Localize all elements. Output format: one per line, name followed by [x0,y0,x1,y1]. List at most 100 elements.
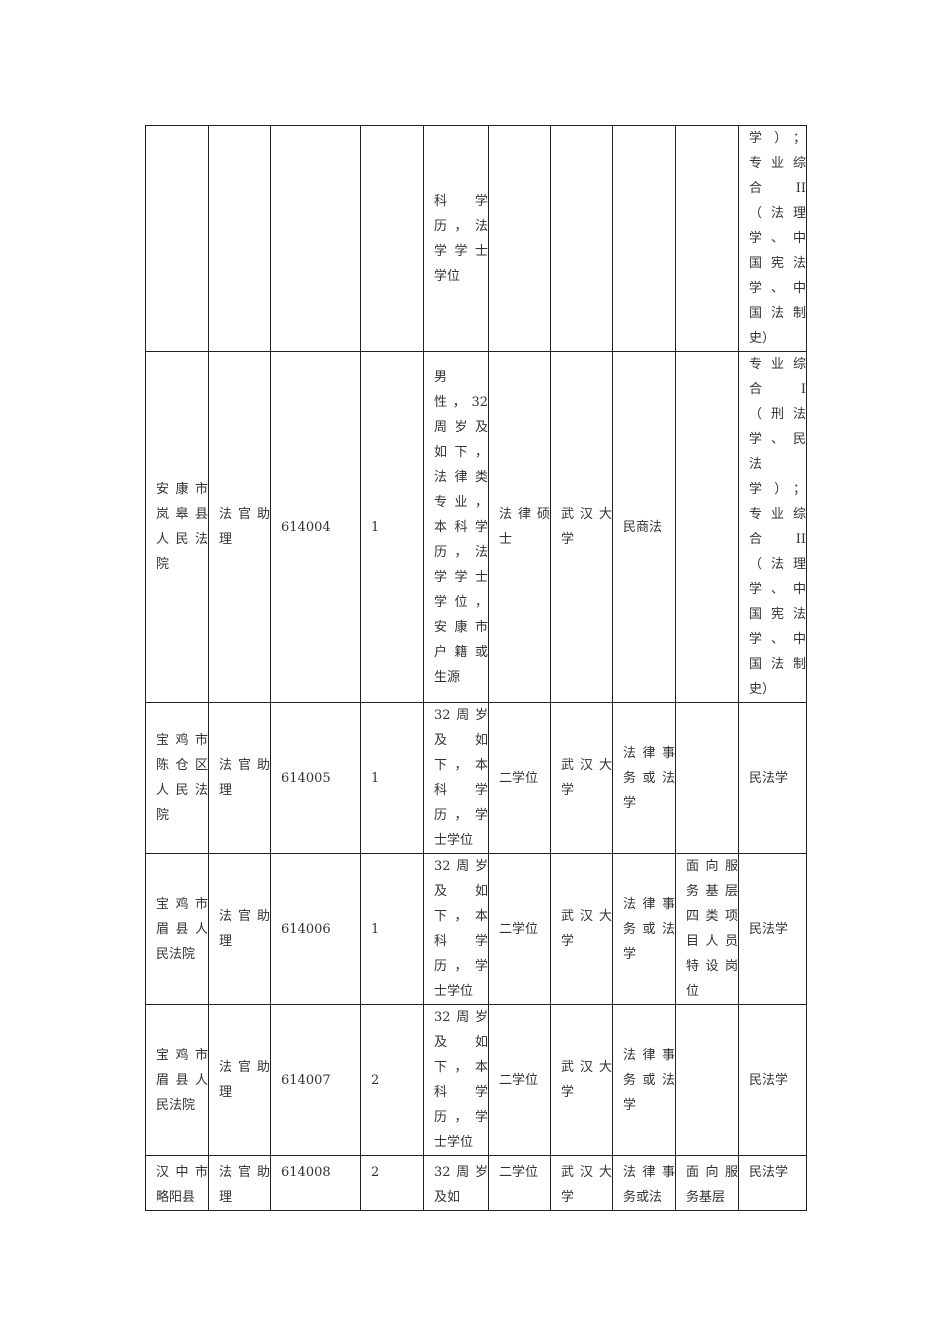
cell-line: 法官助 [219,1165,270,1180]
cell-court: 宝鸡市 陈仓区 人民法院 [145,702,209,854]
cell-line: 目人员 [686,934,738,949]
cell-exam-subjects: 民法学 [738,1004,807,1156]
cell-line: （法理 [749,206,806,221]
cell-line: 法官助 [219,1060,270,1075]
cell-line: 民法学 [749,1165,789,1180]
cell-requirements: 32周岁 及如 [423,1155,489,1211]
cell-line: 32周岁 [434,1165,488,1180]
cell-remarks [675,351,739,703]
cell-major: 法律事 务或法学 [612,853,676,1005]
cell-court: 安康市岚皋县人民法院 [145,351,209,703]
cell-line: 位 [686,984,700,999]
cell-line: 务或法 [623,1190,663,1205]
cell-requirements: 男性，32 周岁及 如下， 法律类 专业， 本科学 历，法 学学士 学位， 安康市 户籍或 生源 [423,351,489,703]
cell-line: 武汉大 [561,1060,612,1075]
cell-line: 合 I [749,382,806,397]
cell-position-code: 614008 [270,1155,361,1211]
cell-line: 民法学 [749,921,789,937]
cell-line: 学、中 [749,231,806,246]
cell-line: 614004 [281,519,331,535]
cell-line: 人民法 [156,532,208,547]
cell-line: 岚皋县 [156,507,208,522]
cell-line: 院 [156,808,170,823]
cell-line: 1 [371,770,380,786]
cell-line: 民法院 [156,1097,196,1113]
cell-line: 科学 [434,1085,488,1100]
cell-line: 院 [156,557,170,572]
cell-line: 士 [499,532,513,547]
cell-line: 特设岗 [686,959,738,974]
cell-remarks: 面向服 务基层 [675,1155,739,1211]
cell-line: 学学士 [434,243,488,259]
cell-line: 2 [371,1072,380,1088]
cell-line: 略阳县 [156,1190,196,1205]
cell-court: 汉中市 略阳县 [145,1155,209,1211]
cell-line: 周岁及 [434,419,488,435]
cell-line: （法理 [749,557,806,572]
cell-line: 士学位 [434,984,474,999]
cell-exam-subjects: 民法学 [738,702,807,854]
cell-position: 法官助理 [208,1004,271,1156]
cell-line: 合 II [749,181,806,196]
cell-line: 性，32 [434,394,488,410]
cell-line: 学）； [749,482,806,497]
cell-line: 学）； [749,131,806,146]
cell-line: 历，学 [434,808,488,823]
cell-remarks: 面向服 务基层 四类项 目人员 特设岗位 [675,853,739,1005]
cell-degree: 二学位 [488,853,551,1005]
cell-line: 武汉大 [561,507,612,522]
cell-line: 学、中 [749,632,806,647]
cell-line: 二学位 [499,1165,539,1180]
cell-line: 务基层 [686,884,738,899]
cell-line: 民商法 [623,519,663,535]
cell-position-code [270,125,361,352]
cell-university: 武汉大学 [550,1155,613,1211]
cell-position-code: 614007 [270,1004,361,1156]
cell-line: 614007 [281,1072,331,1088]
cell-line: 法律事 [623,1165,675,1180]
cell-line: 民法院 [156,946,196,962]
cell-remarks [675,702,739,854]
cell-line: 眉县人 [156,1072,208,1088]
cell-headcount: 1 [360,853,424,1005]
cell-headcount: 2 [360,1155,424,1211]
cell-exam-subjects: 民法学 [738,1155,807,1211]
cell-degree: 二学位 [488,1155,551,1211]
cell-line: 32周岁 [434,859,488,874]
cell-line: 理 [219,783,233,798]
cell-line: 法律事 [623,1047,675,1063]
cell-line: 法律硕 [499,507,550,522]
cell-major [612,125,676,352]
cell-degree [488,125,551,352]
table-row: 宝鸡市 眉县人 民法院 法官助理 614006 1 32周岁 及如 下，本 科学 历，学 士学位 二学位… [145,853,807,1005]
cell-headcount [360,125,424,352]
recruitment-table: 科学 历，法 学学士 学位 学）； 专业综合 II （法理 学、中 国宪法 学、中 国法制 史） 安康市… [145,125,807,1211]
cell-line: 务基层 [686,1190,726,1205]
cell-line: 陈仓区 [156,758,208,773]
cell-line: 历，学 [434,1110,488,1125]
cell-line: 1 [371,519,380,535]
cell-line: 学 [623,946,637,962]
cell-line: 科学 [434,783,488,798]
cell-line: 学 [561,783,575,798]
cell-court: 宝鸡市 眉县人 民法院 [145,853,209,1005]
cell-line: 法 [749,457,763,472]
cell-position: 法官助理 [208,853,271,1005]
cell-position: 法官助理 [208,702,271,854]
table-row: 科学 历，法 学学士 学位 学）； 专业综合 II （法理 学、中 国宪法 学、中 国法制 史） [145,125,807,352]
cell-line: 法律类 [434,469,488,485]
cell-university: 武汉大学 [550,853,613,1005]
cell-line: 汉中市 [156,1165,208,1180]
cell-line: 法律事 [623,896,675,912]
cell-degree: 二学位 [488,702,551,854]
cell-degree: 二学位 [488,1004,551,1156]
cell-line: 法律事 [623,745,675,761]
cell-line: 务或法 [623,921,675,937]
cell-line: 安康市 [156,482,208,497]
cell-line: 理 [219,934,233,949]
cell-line: 学 [623,1097,637,1113]
cell-position: 法官助理 [208,351,271,703]
cell-line: 学 [561,532,575,547]
cell-line: 下，本 [434,1060,488,1075]
cell-line: 理 [219,1085,233,1100]
